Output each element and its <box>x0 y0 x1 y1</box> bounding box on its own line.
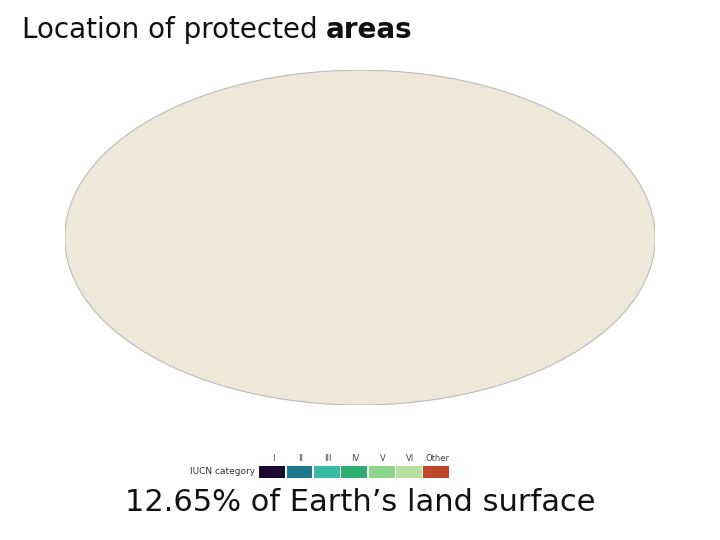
Text: VI: VI <box>405 454 414 463</box>
FancyBboxPatch shape <box>396 466 422 478</box>
Text: III: III <box>324 454 331 463</box>
Text: II: II <box>298 454 302 463</box>
FancyBboxPatch shape <box>259 466 285 478</box>
FancyBboxPatch shape <box>369 466 395 478</box>
Text: IUCN category: IUCN category <box>191 468 256 476</box>
Text: 12.65% of Earth’s land surface: 12.65% of Earth’s land surface <box>125 488 595 517</box>
Text: Location of protected: Location of protected <box>22 16 326 44</box>
Text: Other: Other <box>425 454 449 463</box>
Text: I: I <box>271 454 274 463</box>
Ellipse shape <box>65 70 655 405</box>
Text: V: V <box>379 454 385 463</box>
Text: areas: areas <box>326 16 413 44</box>
FancyBboxPatch shape <box>287 466 312 478</box>
FancyBboxPatch shape <box>314 466 340 478</box>
Text: IV: IV <box>351 454 359 463</box>
FancyBboxPatch shape <box>341 466 367 478</box>
FancyBboxPatch shape <box>423 466 449 478</box>
